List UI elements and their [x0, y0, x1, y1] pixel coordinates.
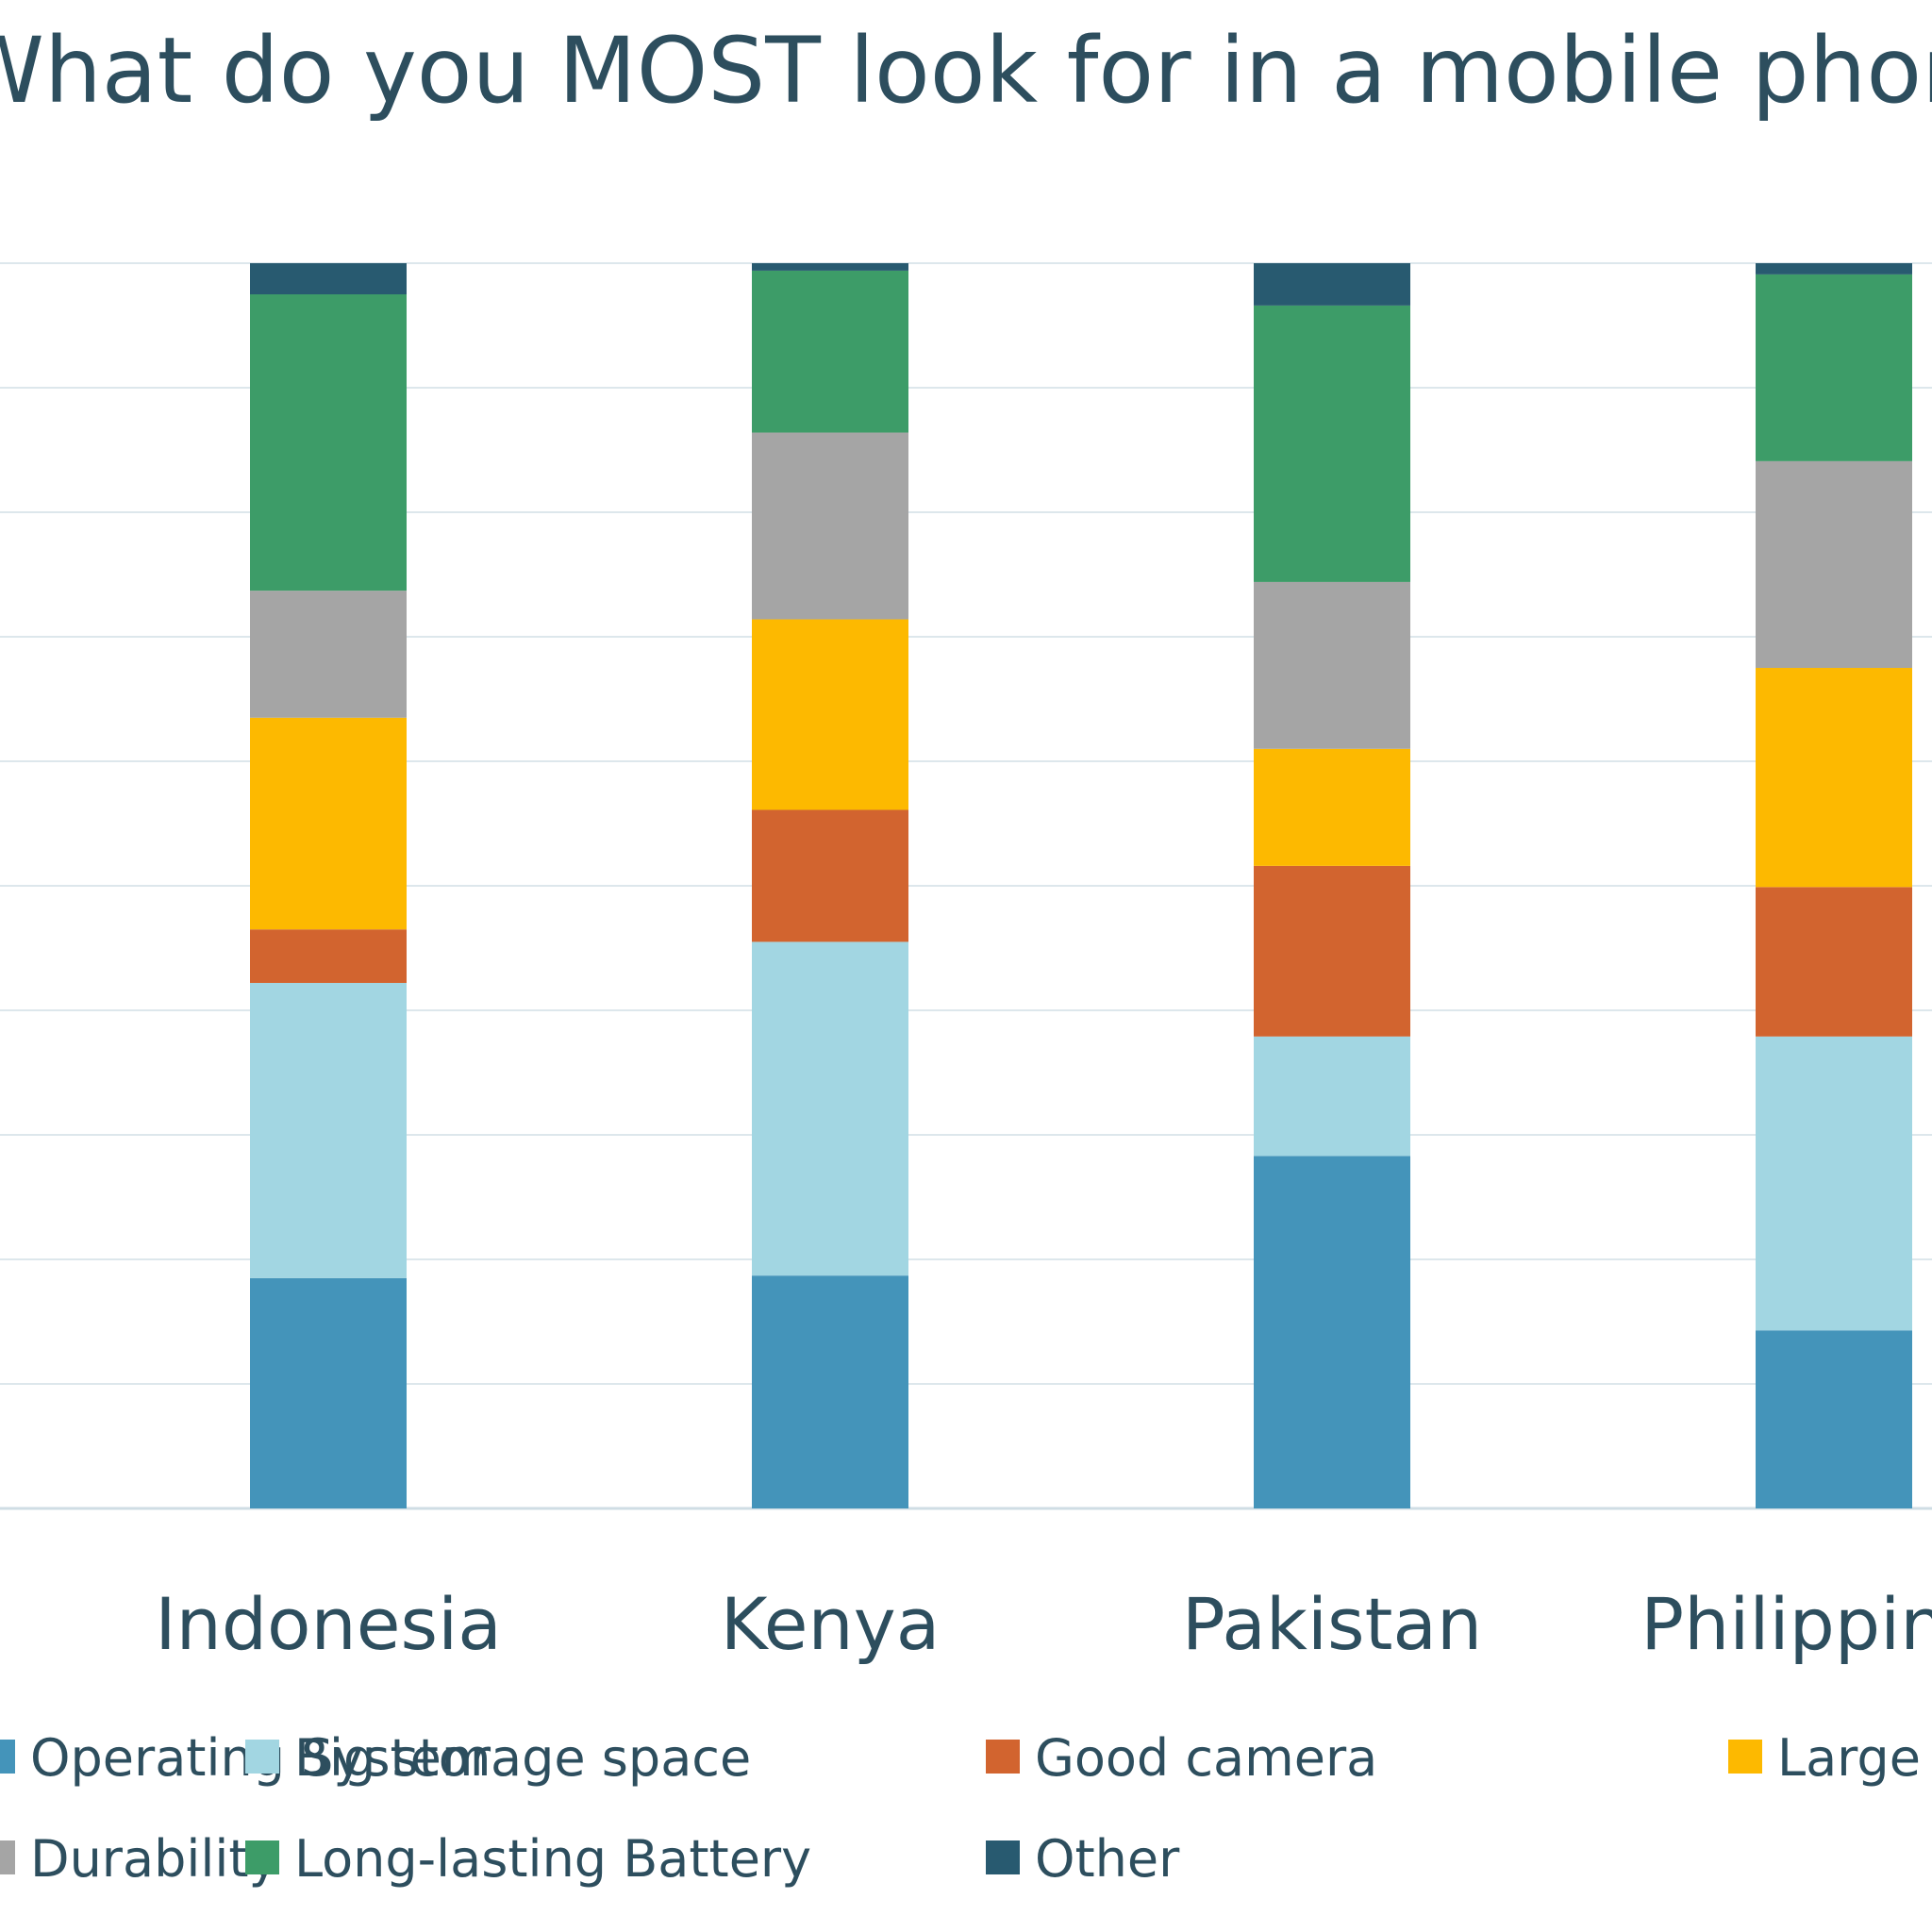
bar-segment: [1756, 1330, 1912, 1508]
bar-segment: [1254, 748, 1410, 866]
legend-swatch: [986, 1740, 1020, 1774]
bar-segment: [1254, 581, 1410, 749]
x-tick-label: Kenya: [721, 1582, 941, 1666]
legend-label: Long-lasting Battery: [294, 1829, 811, 1889]
bar-segment: [250, 929, 407, 983]
bar-segment: [1756, 887, 1912, 1037]
legend-swatch: [0, 1840, 15, 1874]
bar-segment: [752, 809, 908, 942]
legend-label: Large Display: [1777, 1728, 1932, 1788]
legend-swatch: [245, 1840, 279, 1874]
bar-segment: [1254, 1036, 1410, 1157]
bar-segment: [752, 941, 908, 1276]
chart-title: What do you MOST look for in a mobile ph…: [0, 18, 1932, 124]
bar-segment: [1756, 1036, 1912, 1331]
legend-swatch: [245, 1740, 279, 1774]
legend-swatch: [986, 1840, 1020, 1874]
bar-segment: [1254, 263, 1410, 306]
legend-swatch: [1728, 1740, 1762, 1774]
x-tick-label: Indonesia: [155, 1582, 502, 1666]
legend-label: Other: [1035, 1829, 1180, 1889]
bar-segment: [250, 294, 407, 591]
legend-label: Big storage space: [294, 1728, 751, 1788]
bar-segment: [752, 270, 908, 433]
bar-segment: [752, 1275, 908, 1508]
x-tick-label: Philippines: [1641, 1582, 1932, 1666]
bar-segment: [250, 717, 407, 930]
x-tick-label: Pakistan: [1182, 1582, 1482, 1666]
bar-segment: [250, 1277, 407, 1508]
bar-segment: [1756, 668, 1912, 888]
bar-segment: [1254, 1156, 1410, 1508]
bar-segment: [1756, 263, 1912, 275]
bar-segment: [250, 591, 407, 718]
bar-segment: [250, 263, 407, 294]
bar-segment: [752, 263, 908, 271]
bar-segment: [1254, 305, 1410, 582]
bar-segment: [1756, 460, 1912, 668]
legend-label: Good camera: [1035, 1728, 1377, 1788]
bar-segment: [752, 432, 908, 620]
bar-segment: [250, 982, 407, 1278]
bar-segment: [1254, 865, 1410, 1037]
bars: [250, 263, 1912, 1508]
bar-segment: [752, 619, 908, 810]
legend-swatch: [0, 1740, 15, 1774]
x-axis-labels: Indonesia Kenya Pakistan Philippines: [155, 1582, 1932, 1666]
bar-segment: [1756, 274, 1912, 461]
legend-label: Durability: [30, 1829, 279, 1889]
